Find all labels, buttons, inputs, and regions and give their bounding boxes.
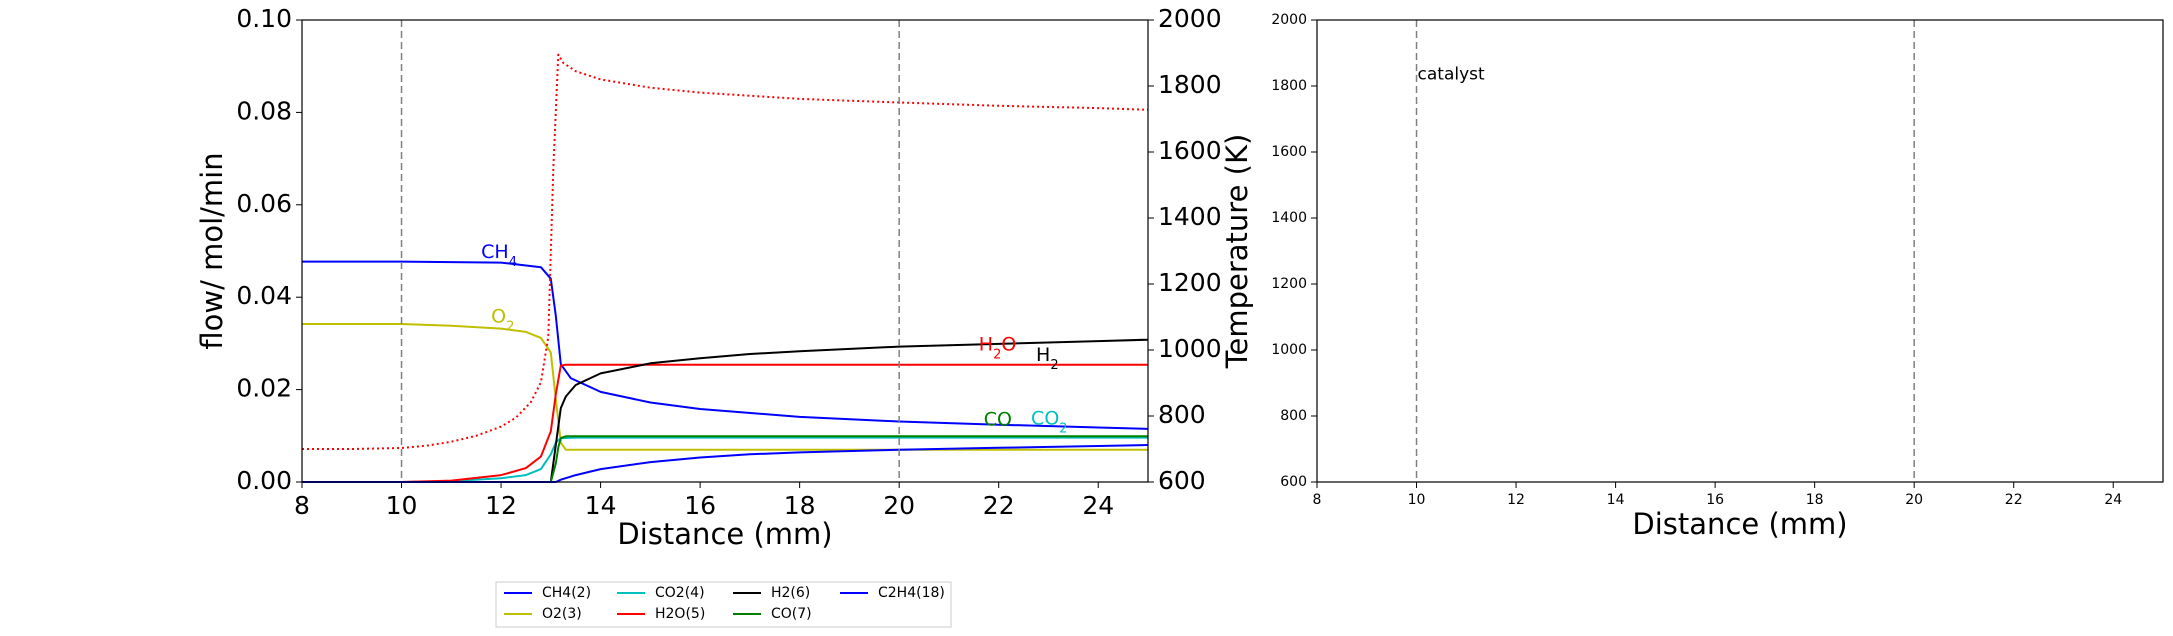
left-chart-reference-lines [402,20,900,482]
x-tick-label: 16 [684,491,716,520]
legend: CH4(2) O2(3) CO2(4) H2O(5) H2(6) CO(7) C2H4(18… [496,582,951,627]
series-annotation: H2O [979,333,1017,362]
x-tick-label: 12 [1507,492,1525,508]
y-tick-label: 0.10 [236,4,292,33]
y-tick-label: 1800 [1271,78,1307,94]
left-chart-x-ticks: 8 10 12 14 16 18 20 22 24 [294,482,1114,520]
y-tick-label: 1000 [1271,342,1307,358]
legend-label: H2O(5) [655,606,705,622]
x-tick-label: 22 [983,491,1015,520]
right-chart-x-ticks: 8 10 12 14 16 18 20 22 24 [1313,482,2123,508]
y2-tick-label: 600 [1158,466,1206,495]
y-tick-label: 1600 [1271,144,1307,160]
y-tick-label: 1400 [1271,210,1307,226]
series-line-co24 [302,438,1148,482]
y2-tick-label: 1000 [1158,334,1222,363]
y2-tick-label: 1800 [1158,70,1222,99]
y-tick-label: 0.06 [236,189,292,218]
left-chart-x-axis-label: Distance (mm) [617,517,832,551]
series-line-co7 [302,436,1148,482]
series-annotation: CO [984,409,1012,431]
y-tick-label: 0.08 [236,96,292,125]
left-chart: 8 10 12 14 16 18 20 22 24 0.000.020.040.060.080.… [195,4,1254,551]
y-tick-label: 1200 [1271,276,1307,292]
series-annotation: CH4 [481,241,517,270]
series-line-ch42 [302,262,1148,429]
left-chart-annotations: CH4 O2 H2O H2 CO CO2 [481,241,1067,436]
y2-tick-label: 2000 [1158,4,1222,33]
right-chart-annotations: catalyst [1418,64,1485,84]
y-tick-label: 600 [1280,474,1307,490]
catalyst-annotation: catalyst [1418,64,1485,84]
x-tick-label: 10 [1408,492,1426,508]
y-tick-label: 800 [1280,408,1307,424]
right-chart: 8 10 12 14 16 18 20 22 24 600 800 1000 1200 1400 1600… [1271,12,2163,541]
temperature-series-line [302,55,1148,449]
y-tick-label: 0.04 [236,281,292,310]
y-tick-label: 0.02 [236,374,292,403]
x-tick-label: 12 [485,491,517,520]
x-tick-label: 20 [1905,492,1923,508]
y2-tick-label: 800 [1158,400,1206,429]
left-chart-plot-area [302,20,1148,482]
series-annotation: O2 [491,306,514,335]
legend-label: O2(3) [542,606,582,622]
series-annotation: CO2 [1031,407,1068,436]
x-tick-label: 16 [1706,492,1724,508]
x-tick-label: 8 [1313,492,1322,508]
y2-tick-label: 1600 [1158,136,1222,165]
y2-tick-label: 1400 [1158,202,1222,231]
right-chart-x-axis-label: Distance (mm) [1632,507,1847,541]
left-chart-y-ticks: 0.00 0.02 0.04 0.06 0.08 0.10 [236,4,302,495]
right-chart-plot-area [1317,20,2163,482]
legend-label: C2H4(18) [878,585,945,601]
legend-label: CO(7) [771,606,812,622]
y-tick-label: 0.00 [236,466,292,495]
series-line-h2o5 [302,365,1148,482]
x-tick-label: 18 [784,491,816,520]
left-chart-y2-ticks: 600 800 1000 1200 1400 1600 1800 2000 [1148,4,1222,495]
x-tick-label: 14 [1607,492,1625,508]
x-tick-label: 10 [386,491,418,520]
x-tick-label: 18 [1806,492,1824,508]
x-tick-label: 24 [2104,492,2122,508]
right-chart-y-ticks: 600 800 1000 1200 1400 1600 1800 2000 [1271,12,1317,490]
legend-label: CO2(4) [655,585,705,601]
legend-label: CH4(2) [542,585,591,601]
x-tick-label: 22 [2005,492,2023,508]
x-tick-label: 14 [585,491,617,520]
right-chart-reference-lines [1417,20,1915,482]
y-tick-label: 2000 [1271,12,1307,28]
left-chart-y2-axis-label: Temperature (K) [1220,134,1254,370]
y2-tick-label: 1200 [1158,268,1222,297]
left-chart-series [302,55,1148,482]
x-tick-label: 20 [883,491,915,520]
x-tick-label: 24 [1082,491,1114,520]
legend-label: H2(6) [771,585,810,601]
series-annotation: H2 [1036,344,1059,373]
x-tick-label: 8 [294,491,310,520]
left-chart-y-axis-label: flow/ mol/min [195,152,229,349]
